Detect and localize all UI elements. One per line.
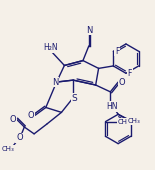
Text: S: S bbox=[71, 94, 77, 103]
Text: O: O bbox=[9, 115, 16, 124]
Text: N: N bbox=[86, 26, 92, 35]
Text: O: O bbox=[119, 78, 125, 87]
Text: N: N bbox=[52, 78, 59, 87]
Text: F: F bbox=[128, 69, 132, 78]
Text: CH₃: CH₃ bbox=[127, 118, 140, 124]
Text: CH₃: CH₃ bbox=[118, 119, 130, 125]
Text: O: O bbox=[28, 111, 34, 120]
Text: O: O bbox=[16, 133, 23, 142]
Text: HN: HN bbox=[106, 102, 118, 111]
Text: F: F bbox=[115, 47, 119, 56]
Text: H₂N: H₂N bbox=[43, 43, 58, 52]
Text: CH₃: CH₃ bbox=[1, 146, 14, 151]
